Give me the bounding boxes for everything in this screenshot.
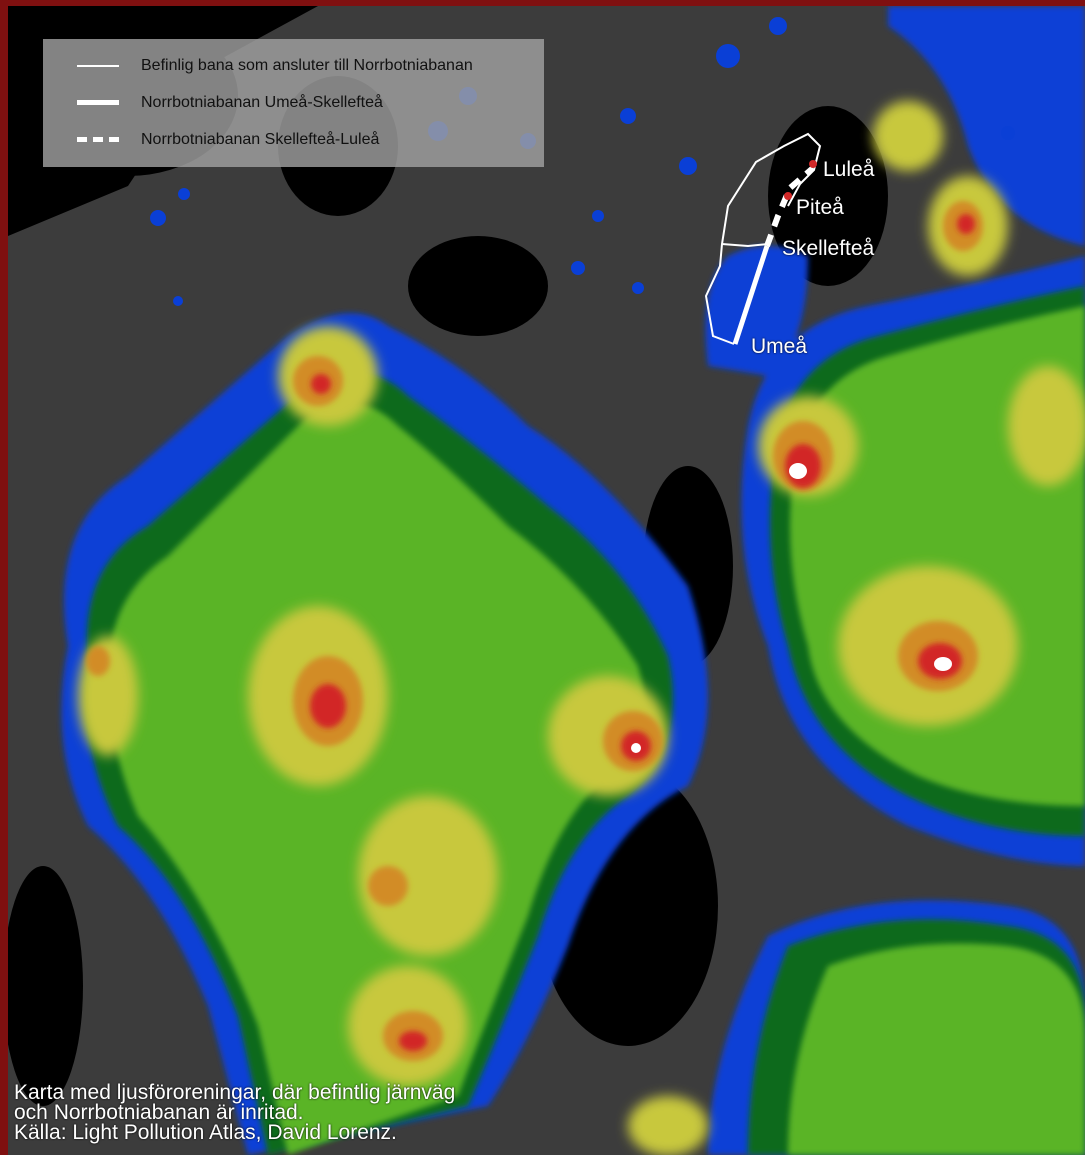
legend-label: Befinlig bana som ansluter till Norrbotn… — [141, 57, 473, 74]
city-markers — [784, 160, 817, 200]
legend-label: Norrbotniabanan Umeå-Skellefteå — [141, 94, 383, 111]
city-label-skelleftea: Skellefteå — [782, 237, 875, 260]
city-label-pitea: Piteå — [796, 196, 844, 219]
legend-item-skelleftea-lulea: Norrbotniabanan Skellefteå-Luleå — [43, 128, 379, 152]
map-caption: Karta med ljusföroreningar, där befintli… — [14, 1081, 456, 1144]
thick-solid-line-icon — [77, 98, 119, 108]
light-pollution-raster — [8, 6, 1085, 1155]
caption-line: och Norrbotniabanan är inritad. — [14, 1101, 304, 1124]
thin-solid-line-icon — [77, 61, 119, 71]
railway-umea-skelleftea — [732, 245, 770, 345]
dashed-line-icon — [77, 135, 119, 145]
white-zone — [631, 463, 952, 753]
map-legend: Befinlig bana som ansluter till Norrbotn… — [43, 39, 544, 167]
city-label-lulea: Luleå — [823, 158, 875, 181]
city-label-umea: Umeå — [751, 335, 808, 358]
caption-line: Källa: Light Pollution Atlas, David Lore… — [14, 1121, 397, 1144]
legend-label: Norrbotniabanan Skellefteå-Luleå — [141, 131, 380, 148]
railway-skelleftea-lulea — [764, 165, 815, 248]
legend-item-existing-railway: Befinlig bana som ansluter till Norrbotn… — [43, 54, 473, 78]
caption-line: Karta med ljusföroreningar, där befintli… — [14, 1081, 456, 1104]
legend-item-umea-skelleftea: Norrbotniabanan Umeå-Skellefteå — [43, 91, 383, 115]
light-pollution-map: Befinlig bana som ansluter till Norrbotn… — [8, 6, 1085, 1155]
